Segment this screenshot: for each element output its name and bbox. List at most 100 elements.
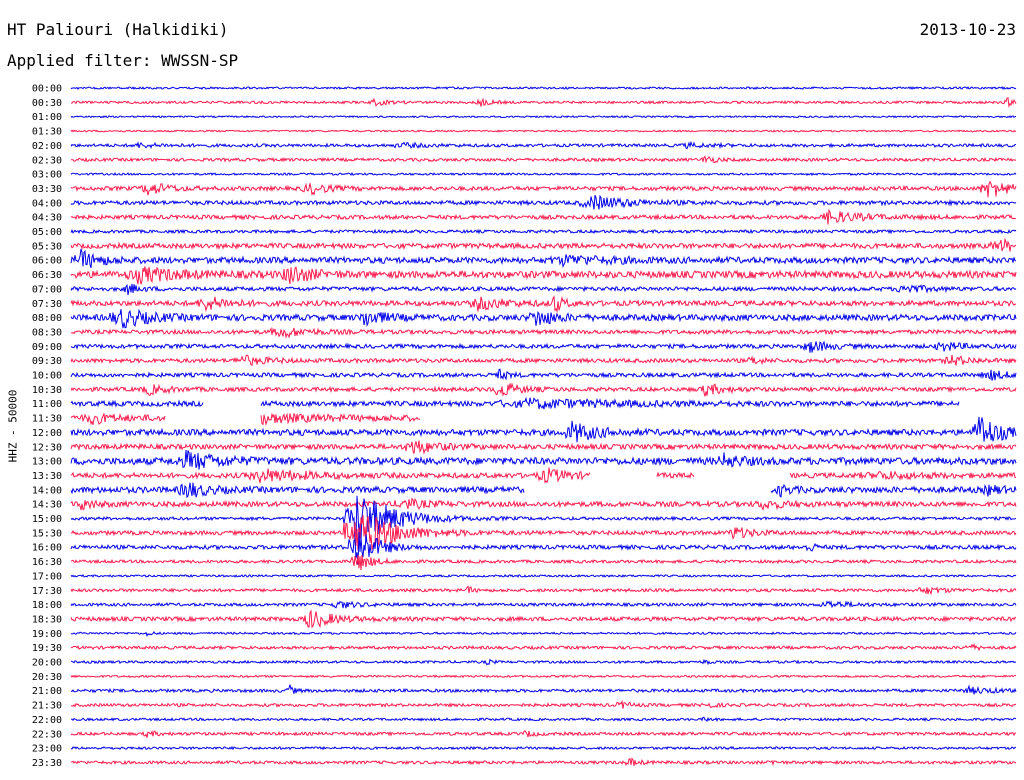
time-tick-label: 01:00 <box>32 112 62 123</box>
trace-line <box>70 745 1017 751</box>
time-tick-label: 23:00 <box>32 744 62 755</box>
trace-line <box>70 585 1017 596</box>
time-tick-label: 06:00 <box>32 256 62 267</box>
trace-line <box>70 396 960 410</box>
trace-line <box>70 495 1017 543</box>
trace-line <box>70 658 1017 666</box>
trace-line <box>70 609 1017 629</box>
trace-line <box>70 368 1017 381</box>
trace-line <box>70 140 1017 150</box>
trace-line <box>70 412 421 426</box>
time-tick-label: 12:00 <box>32 428 62 439</box>
time-tick-label: 22:30 <box>32 729 62 740</box>
time-tick-label: 19:00 <box>32 629 62 640</box>
trace-line <box>70 129 1017 133</box>
trace-line <box>70 630 1017 637</box>
time-tick-label: 02:00 <box>32 141 62 152</box>
trace-line <box>70 228 1017 235</box>
time-tick-label: 04:00 <box>32 198 62 209</box>
trace-line <box>70 248 1017 269</box>
time-tick-label: 09:00 <box>32 342 62 353</box>
time-tick-label: 09:30 <box>32 356 62 367</box>
time-tick-label: 10:30 <box>32 385 62 396</box>
time-tick-label: 14:30 <box>32 500 62 511</box>
time-tick-label: 15:00 <box>32 514 62 525</box>
trace-line <box>70 208 1017 225</box>
trace-line <box>70 467 1017 484</box>
station-title: HT Paliouri (Halkidiki) <box>7 20 229 39</box>
time-tick-label: 21:00 <box>32 686 62 697</box>
trace-line <box>70 573 1017 578</box>
time-tick-label: 21:30 <box>32 701 62 712</box>
trace-line <box>70 729 1017 738</box>
trace-line <box>70 283 1017 296</box>
time-tick-label: 07:00 <box>32 284 62 295</box>
trace-line <box>70 194 1017 210</box>
trace-line <box>70 180 1017 198</box>
trace-line <box>70 237 1017 252</box>
trace-line <box>70 716 1017 722</box>
trace-line <box>70 674 1017 679</box>
filter-subtitle: Applied filter: WWSSN-SP <box>7 51 239 70</box>
time-tick-label: 00:30 <box>32 98 62 109</box>
time-tick-label: 13:30 <box>32 471 62 482</box>
trace-line <box>70 115 1017 119</box>
time-tick-label: 11:00 <box>32 399 62 410</box>
trace-line <box>70 643 1017 652</box>
trace-line <box>70 86 1017 91</box>
trace-line <box>70 382 1017 397</box>
time-tick-label: 00:00 <box>32 84 62 95</box>
trace-line <box>70 699 1017 709</box>
trace-line <box>71 155 1017 164</box>
time-tick-label: 03:00 <box>32 170 62 181</box>
time-tick-label: 18:00 <box>32 600 62 611</box>
time-tick-label: 15:30 <box>32 528 62 539</box>
trace-line <box>70 684 1017 695</box>
time-tick-label: 20:00 <box>32 658 62 669</box>
time-tick-label: 17:30 <box>32 586 62 597</box>
time-tick-label: 11:30 <box>32 414 62 425</box>
date-label: 2013-10-23 <box>919 20 1016 39</box>
time-tick-label: 04:30 <box>32 213 62 224</box>
time-tick-label: 08:30 <box>32 327 62 338</box>
time-tick-label: 03:30 <box>32 184 62 195</box>
time-tick-label: 08:00 <box>32 313 62 324</box>
trace-line <box>70 295 1017 314</box>
trace-line <box>70 440 1017 455</box>
trace-line <box>70 482 1017 499</box>
trace-line <box>70 497 1017 511</box>
time-tick-label: 07:30 <box>32 299 62 310</box>
time-tick-label: 13:00 <box>32 457 62 468</box>
trace-line <box>70 172 1017 177</box>
trace-line <box>70 266 1017 285</box>
time-tick-label: 22:00 <box>32 715 62 726</box>
trace-line <box>70 416 1017 443</box>
trace-line <box>70 554 1017 571</box>
trace-line <box>70 600 1017 609</box>
time-tick-label: 10:00 <box>32 371 62 382</box>
time-tick-label: 16:00 <box>32 543 62 554</box>
time-tick-label: 17:00 <box>32 571 62 582</box>
trace-line <box>70 340 1017 353</box>
time-tick-label: 06:30 <box>32 270 62 281</box>
time-tick-label: 05:30 <box>32 241 62 252</box>
trace-line <box>70 757 1017 767</box>
trace-line <box>70 97 1017 108</box>
time-tick-label: 16:30 <box>32 557 62 568</box>
time-tick-label: 05:00 <box>32 227 62 238</box>
time-tick-label: 01:30 <box>32 127 62 138</box>
time-tick-label: 14:00 <box>32 485 62 496</box>
trace-line <box>70 515 1017 551</box>
trace-line <box>70 449 1017 470</box>
trace-line <box>70 531 1017 565</box>
time-tick-label: 19:30 <box>32 643 62 654</box>
time-tick-label: 02:30 <box>32 155 62 166</box>
time-tick-label: 12:30 <box>32 442 62 453</box>
time-tick-label: 20:30 <box>32 672 62 683</box>
time-tick-label: 18:30 <box>32 614 62 625</box>
trace-line <box>70 326 1017 339</box>
trace-line <box>70 308 1017 329</box>
trace-line <box>70 354 1017 367</box>
time-tick-label: 23:30 <box>32 758 62 769</box>
